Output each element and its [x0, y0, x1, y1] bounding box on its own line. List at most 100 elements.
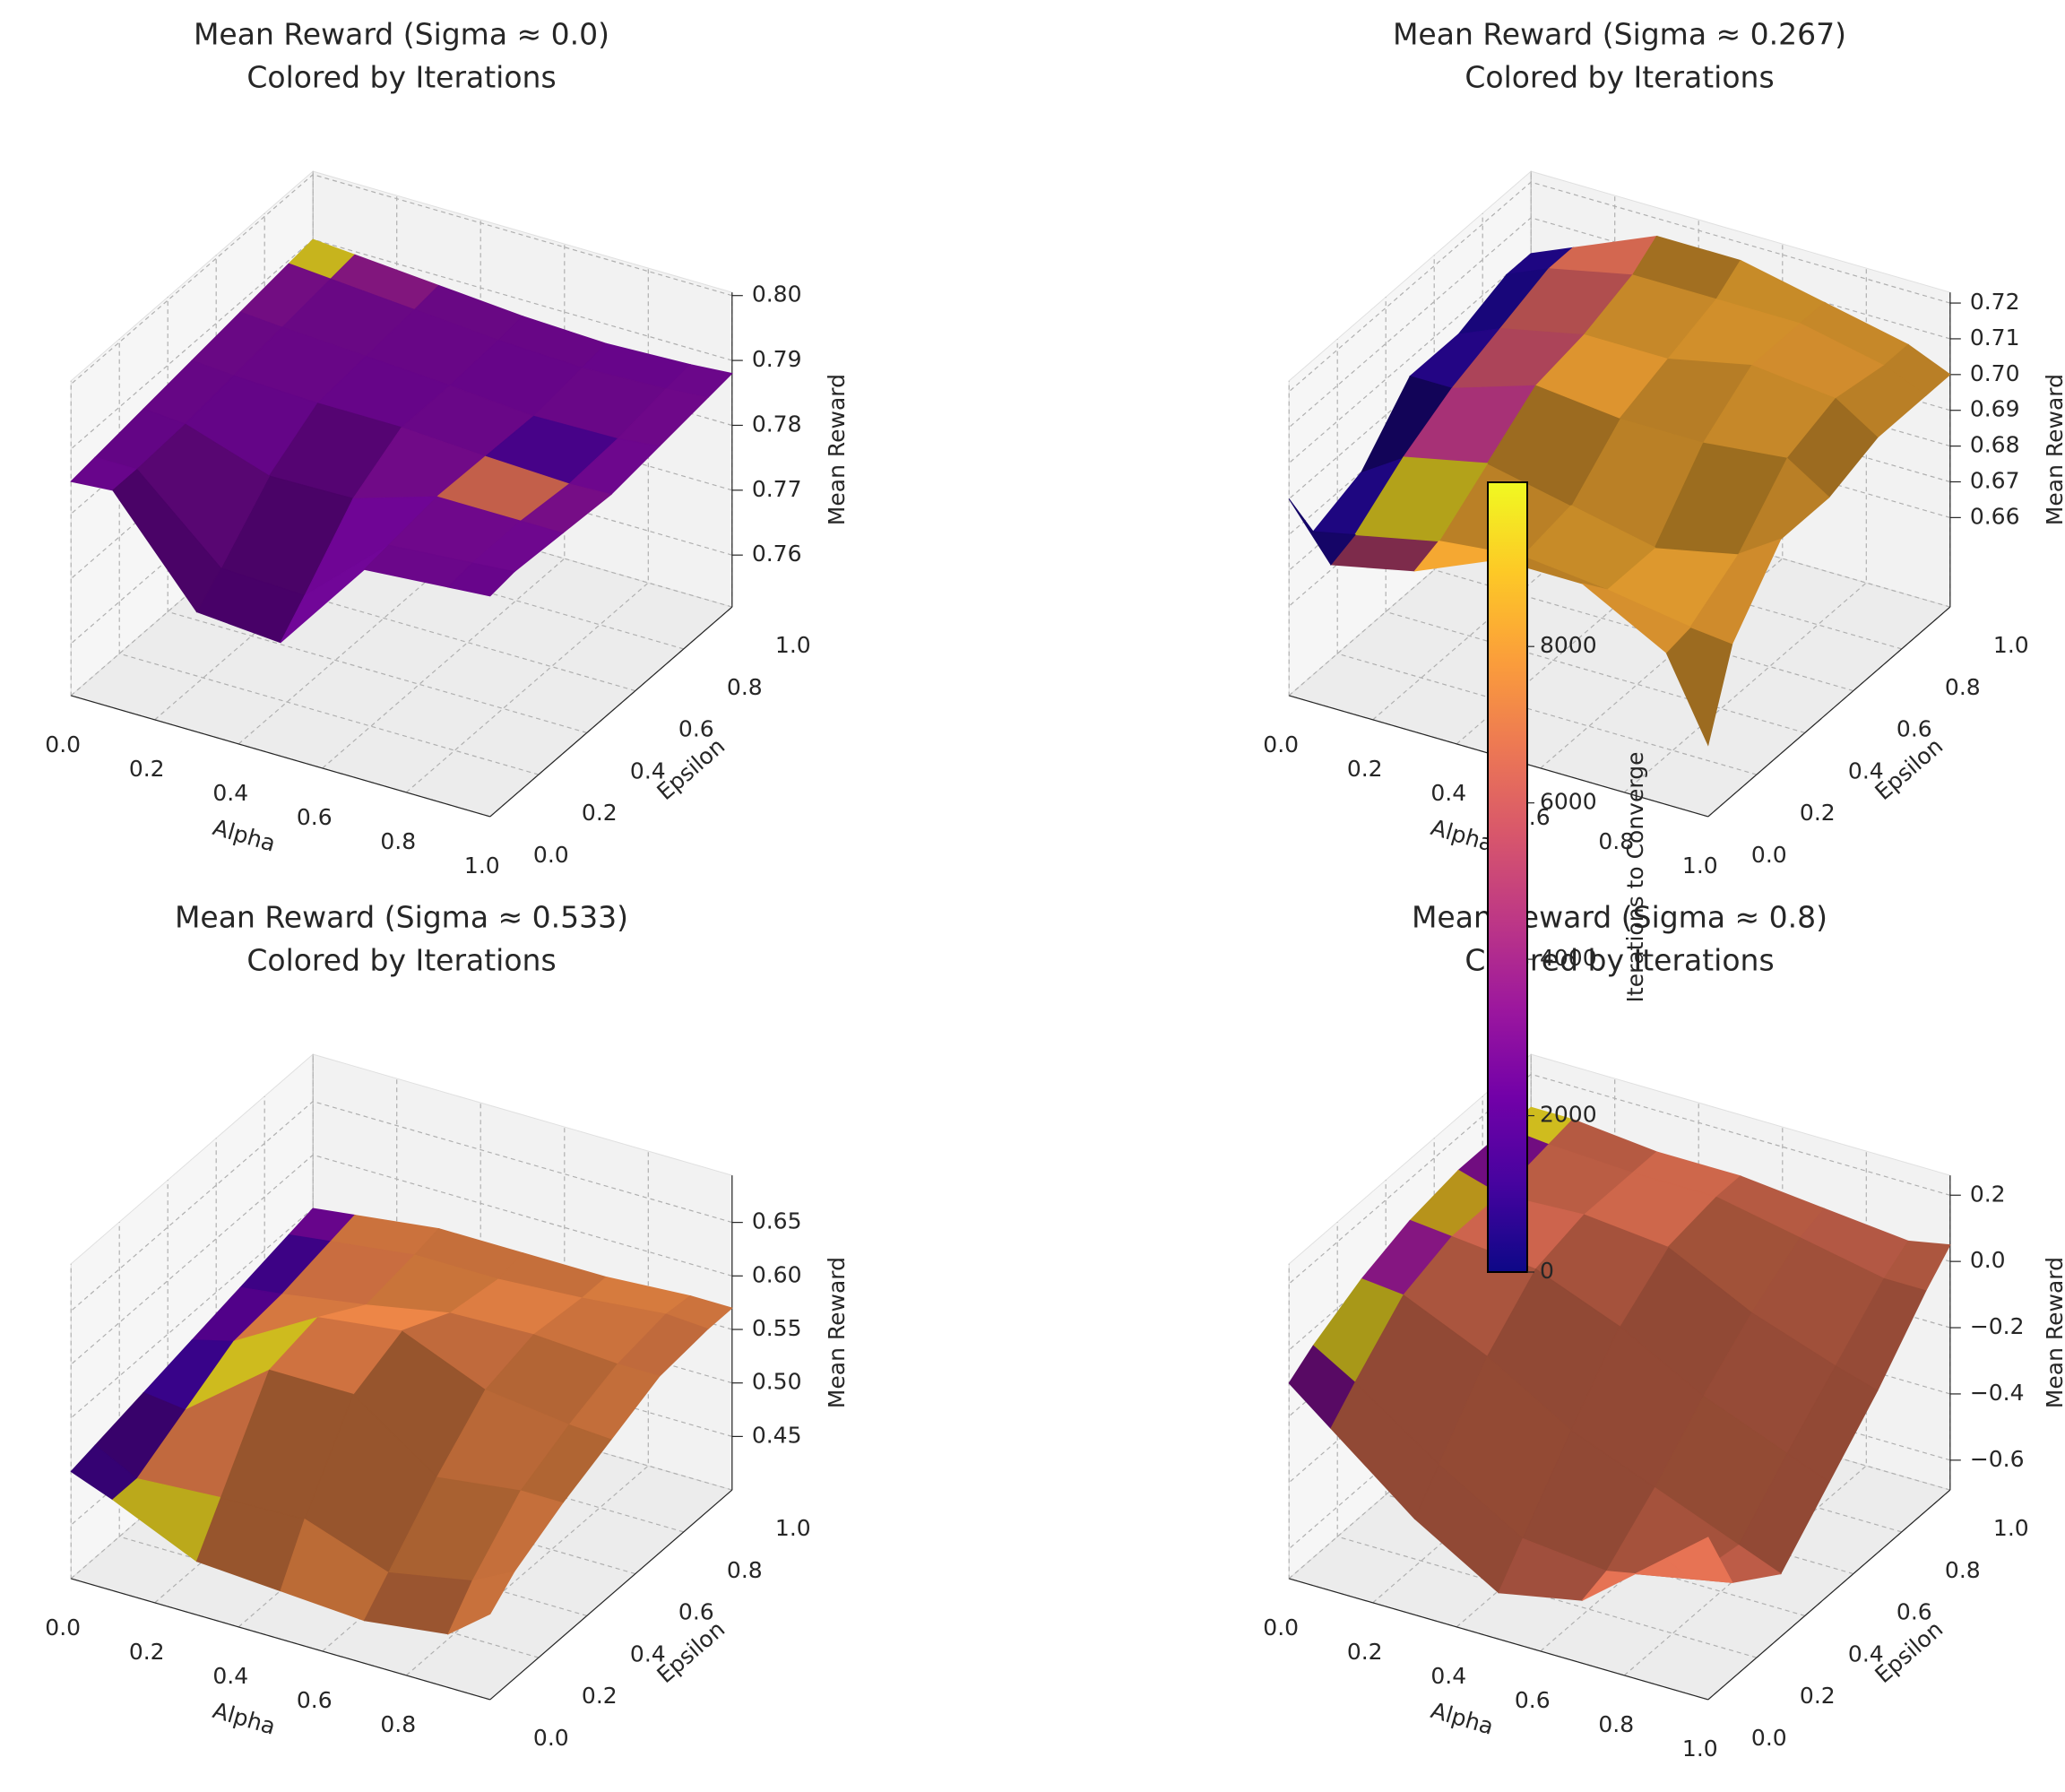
- grid-line: [1372, 195, 1616, 721]
- chart-title: Mean Reward (Sigma ≈ 0.533): [175, 900, 628, 935]
- surface-patch: [220, 1369, 354, 1520]
- subplot: Mean Reward (Sigma ≈ 0.0) Colored by Iter…: [45, 17, 850, 879]
- x-tick-label: 0.8: [1598, 1711, 1634, 1737]
- z-tick-label: 0.50: [752, 1369, 802, 1395]
- x-tick-label: 0.0: [1263, 1615, 1299, 1641]
- z-tick-label: 0.69: [1970, 396, 2020, 422]
- grid-line: [70, 171, 314, 697]
- surface-patch: [1689, 538, 1782, 645]
- y-tick-label: 0.4: [1848, 1641, 1884, 1666]
- z-tick-label: −0.4: [1970, 1380, 2025, 1406]
- surface-patch: [1665, 1537, 1733, 1583]
- x-tick-label: 0.4: [1430, 1663, 1466, 1689]
- x-tick-label: 1.0: [1682, 1736, 1718, 1762]
- grid-line: [1288, 171, 1532, 697]
- x-tick-label: 0.2: [1347, 1639, 1383, 1665]
- subplot: Mean Reward (Sigma ≈ 0.533) Colored by It…: [45, 900, 850, 1751]
- x-tick-label: 0.2: [1347, 756, 1383, 782]
- grid-line: [1288, 181, 1950, 393]
- z-tick-label: 0.45: [752, 1422, 802, 1448]
- z-axis-label: Mean Reward: [2042, 374, 2065, 525]
- colorbar-tick-label: 6000: [1540, 789, 1597, 815]
- grid-line: [154, 195, 398, 721]
- x-tick-label: 0.4: [1430, 780, 1466, 806]
- x-tick-label: 0.8: [1598, 828, 1634, 854]
- grid-line: [405, 268, 649, 793]
- x-axis-label: Alpha: [210, 814, 278, 857]
- y-tick-label: 0.8: [727, 1557, 763, 1583]
- x-axis-label: Alpha: [1428, 1697, 1496, 1740]
- y-axis-line: [1707, 606, 1951, 818]
- z-tick-label: 0.70: [1970, 360, 2020, 386]
- z-axis-label: Mean Reward: [824, 1257, 850, 1408]
- x-tick-label: 0.0: [1263, 732, 1299, 757]
- y-tick-label: 0.2: [582, 800, 618, 826]
- chart-title: Mean Reward (Sigma ≈ 0.8): [1412, 900, 1827, 935]
- y-tick-label: 0.0: [1751, 842, 1787, 868]
- z-tick-label: 0.67: [1970, 467, 2020, 493]
- y-tick-label: 1.0: [1993, 632, 2029, 658]
- y-tick-label: 0.2: [582, 1683, 618, 1709]
- z-tick-label: 0.66: [1970, 503, 2020, 529]
- z-tick-label: 0.65: [752, 1208, 802, 1234]
- y-tick-label: 0.6: [1897, 716, 1932, 742]
- grid-line: [1540, 244, 1784, 769]
- colorbar-tick-label: 0: [1540, 1258, 1554, 1284]
- y-tick-label: 1.0: [775, 632, 811, 658]
- z-tick-label: 0.78: [752, 411, 802, 437]
- y-tick-label: 0.6: [678, 716, 714, 742]
- grid-line: [1288, 1054, 1532, 1580]
- y-tick-label: 0.8: [1945, 674, 1981, 700]
- x-tick-label: 0.0: [45, 732, 81, 757]
- grid-line: [1623, 1151, 1867, 1676]
- y-tick-label: 0.4: [630, 1641, 666, 1666]
- surface-patch: [447, 562, 515, 597]
- z-tick-label: 0.68: [1970, 432, 2020, 458]
- x-tick-label: 0.6: [297, 804, 333, 830]
- z-axis-label: Mean Reward: [824, 374, 850, 525]
- grid-line: [70, 174, 732, 385]
- colorbar-bar: [1487, 481, 1528, 1273]
- colorbar: 0 2000 4000 6000 8000 Iterations to Converge: [1487, 481, 1648, 1284]
- z-tick-label: 0.76: [752, 541, 802, 567]
- x-tick-label: 0.6: [297, 1687, 333, 1713]
- x-tick-label: 0.0: [45, 1615, 81, 1641]
- surface-patch: [1354, 456, 1489, 542]
- y-tick-label: 0.2: [1800, 800, 1836, 826]
- x-tick-label: 0.8: [380, 1711, 416, 1737]
- grid-line: [1288, 1073, 1950, 1285]
- chart-title: Mean Reward (Sigma ≈ 0.0): [194, 17, 609, 52]
- x-tick-label: 0.8: [380, 828, 416, 854]
- y-tick-label: 0.4: [630, 757, 666, 783]
- z-tick-label: 0.2: [1970, 1181, 2006, 1207]
- y-tick-label: 1.0: [1993, 1515, 2029, 1541]
- x-axis-label: Alpha: [1428, 814, 1496, 857]
- chart-subtitle: Colored by Iterations: [1465, 60, 1774, 95]
- z-tick-label: 0.55: [752, 1315, 802, 1341]
- y-axis-line: [489, 606, 733, 818]
- z-tick-label: 0.77: [752, 476, 802, 502]
- z-axis-label: Mean Reward: [2042, 1257, 2065, 1408]
- z-tick-label: 0.72: [1970, 289, 2020, 315]
- x-tick-label: 1.0: [1682, 853, 1718, 879]
- y-tick-label: 0.8: [727, 674, 763, 700]
- z-tick-label: 0.80: [752, 281, 802, 307]
- colorbar-tick-label: 2000: [1540, 1102, 1597, 1128]
- y-axis-line: [1707, 1489, 1951, 1701]
- surface-patch: [112, 468, 222, 613]
- x-axis-line: [1289, 1578, 1708, 1701]
- colorbar-tick-label: 4000: [1540, 945, 1597, 971]
- y-tick-label: 0.6: [678, 1599, 714, 1625]
- grid-line: [1385, 297, 1805, 733]
- subplot: Mean Reward (Sigma ≈ 0.8)Colored by Iter…: [1263, 900, 2065, 1762]
- y-axis-line: [489, 1489, 733, 1701]
- z-tick-label: −0.2: [1970, 1313, 2025, 1339]
- surface-patch: [1486, 385, 1620, 506]
- colorbar-tick-label: 8000: [1540, 632, 1597, 658]
- z-tick-label: 0.79: [752, 346, 802, 372]
- y-tick-label: 0.8: [1945, 1557, 1981, 1583]
- y-tick-label: 0.6: [1897, 1599, 1932, 1625]
- y-tick-label: 0.2: [1800, 1683, 1836, 1709]
